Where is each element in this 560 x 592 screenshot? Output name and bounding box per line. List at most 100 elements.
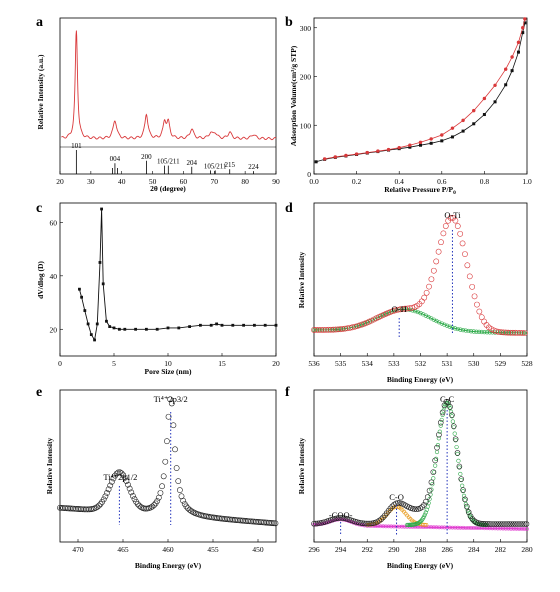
- pore-point: [155, 327, 159, 331]
- isotherm-point: [429, 141, 433, 145]
- a-xtick-label: 80: [241, 177, 249, 186]
- pore-point: [118, 327, 121, 331]
- ti2p-point: [272, 520, 279, 527]
- c1s-point: [464, 503, 470, 510]
- ti2p-point: [164, 438, 170, 445]
- ti2p-point: [186, 506, 193, 513]
- c-c-point: [450, 419, 455, 424]
- coo-point: [453, 525, 458, 530]
- xps-xtick-label: 296: [308, 545, 320, 554]
- c-xtick-label: 10: [164, 359, 172, 368]
- c-c-point: [452, 431, 457, 436]
- ti2p-point: [246, 518, 253, 525]
- panel-f-xlabel: Binding Energy (eV): [387, 561, 454, 570]
- o-ti-point: [325, 326, 332, 333]
- o-ti-point: [438, 239, 444, 246]
- o-h-point: [437, 320, 442, 325]
- xps-xtick-label: 455: [207, 545, 219, 554]
- coo-point: [391, 524, 396, 529]
- isotherm-point: [376, 149, 380, 153]
- c1s-point: [361, 520, 368, 527]
- reference-label: 105/211: [157, 158, 180, 166]
- c1s-point: [419, 504, 425, 510]
- o-h-point: [463, 328, 468, 333]
- o-h-point: [434, 318, 439, 324]
- ti2p-point: [266, 519, 272, 526]
- c-c-point: [458, 471, 463, 477]
- panel-b: 0.0 0.2 0.4 0.6 0.8 1.0 0 100 200 300 Relative Pr…: [289, 17, 532, 196]
- c-c-point: [453, 438, 458, 443]
- coo-point: [423, 525, 428, 530]
- c1s-point: [357, 520, 364, 526]
- o-ti-point: [313, 327, 320, 333]
- coo-point: [381, 524, 386, 529]
- xps-xtick-label: 460: [162, 545, 174, 554]
- xps-xtick-label: 280: [521, 545, 533, 554]
- isotherm-point: [472, 122, 476, 126]
- c1s-point: [449, 412, 455, 418]
- coo-point: [503, 526, 508, 531]
- pore-point: [83, 309, 87, 312]
- isotherm-point: [523, 21, 527, 25]
- ti2p-point: [188, 508, 195, 514]
- xps-xtick-label: 294: [335, 545, 347, 554]
- ti2p-point: [102, 493, 109, 500]
- c1s-point: [480, 521, 487, 527]
- ti2p-point: [157, 490, 164, 496]
- c1s-point: [506, 521, 513, 527]
- isotherm-point: [429, 137, 433, 141]
- c1s-point: [452, 436, 459, 442]
- isotherm-point: [386, 147, 391, 152]
- c1s-point: [387, 505, 394, 512]
- o-h-point: [468, 329, 474, 334]
- o-ti-point: [399, 306, 406, 312]
- ti2p-point: [227, 516, 233, 523]
- ti2p-point: [180, 497, 187, 504]
- c-ytick-label: 40: [50, 272, 58, 281]
- o-h-point: [487, 330, 492, 335]
- o-ti-point: [519, 330, 526, 336]
- c-c-point: [466, 511, 471, 516]
- o-ti-point: [311, 327, 317, 333]
- ti2p-point: [129, 493, 136, 499]
- xps-xtick-label: 288: [415, 545, 427, 554]
- c1s-point: [478, 520, 485, 527]
- ti2p-point: [267, 520, 274, 526]
- ti2p-point: [110, 475, 117, 482]
- ti2p-point: [105, 486, 112, 493]
- ti2p-point: [230, 516, 237, 523]
- c1s-point: [486, 521, 492, 527]
- o-h-point: [442, 322, 447, 327]
- ti2p-point: [264, 519, 271, 526]
- ti2p-point: [259, 519, 266, 526]
- c-c-point: [433, 463, 438, 468]
- coo-point: [490, 526, 495, 531]
- o-ti-point: [502, 329, 509, 336]
- c-c-point: [455, 451, 460, 457]
- ti2p-point: [168, 400, 175, 407]
- o-h-point: [311, 327, 317, 333]
- ti2p-point: [241, 517, 248, 524]
- ti2p-point: [121, 474, 128, 481]
- isotherm-point: [461, 118, 465, 123]
- c-c-point: [456, 458, 461, 463]
- annotation-coo: -COO-: [329, 510, 353, 520]
- panel-a: 20 30 40 50 60 70 80 90 101 004 200 105/211 204 105/2…: [36, 17, 280, 193]
- ti2p-point: [134, 501, 141, 507]
- c1s-point: [367, 520, 373, 527]
- reference-label: 101: [71, 142, 82, 150]
- ti2p-point: [248, 518, 255, 525]
- coo-point: [434, 525, 439, 530]
- coo-point: [450, 525, 455, 530]
- coo-point: [455, 525, 460, 530]
- coo-point: [429, 525, 434, 530]
- panel-a-frame: [59, 17, 277, 175]
- ti2p-point: [70, 505, 76, 512]
- c-c-point: [423, 510, 428, 515]
- coo-point: [495, 526, 500, 531]
- o-ti-point: [342, 325, 349, 332]
- o-ti-point: [404, 305, 411, 312]
- ti2p-point: [107, 482, 114, 489]
- xps-xtick-label: 531: [442, 359, 454, 368]
